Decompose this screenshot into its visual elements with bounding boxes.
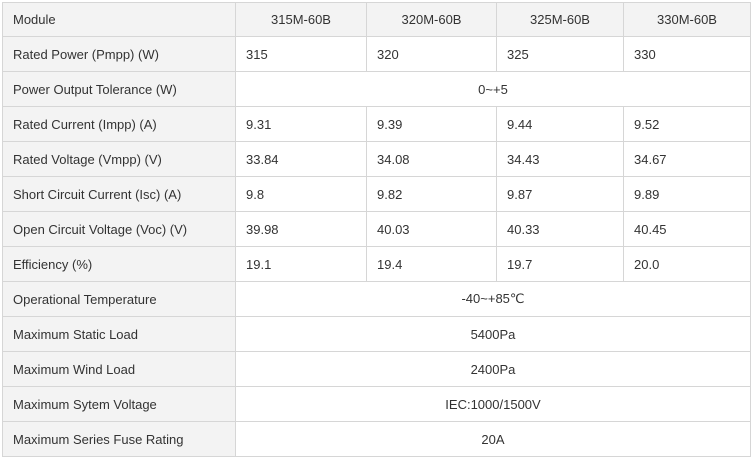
cell-value-span: 5400Pa [235, 316, 751, 352]
cell-value: 40.45 [623, 211, 751, 247]
cell-value: 325 [496, 36, 624, 72]
header-model: 325M-60B [496, 2, 624, 37]
row-label: Rated Power (Pmpp) (W) [2, 36, 236, 72]
header-model: 320M-60B [366, 2, 497, 37]
table-row: Maximum Static Load 5400Pa [2, 316, 751, 352]
row-label: Maximum Static Load [2, 316, 236, 352]
cell-value: 40.03 [366, 211, 497, 247]
table-row: Maximum Series Fuse Rating 20A [2, 421, 751, 457]
cell-value-span: 2400Pa [235, 351, 751, 387]
table-row: Rated Current (Impp) (A) 9.31 9.39 9.44 … [2, 106, 751, 142]
cell-value: 34.43 [496, 141, 624, 177]
cell-value: 9.44 [496, 106, 624, 142]
table-row: Maximum Sytem Voltage IEC:1000/1500V [2, 386, 751, 422]
row-label: Maximum Sytem Voltage [2, 386, 236, 422]
header-model: 330M-60B [623, 2, 751, 37]
row-label: Rated Current (Impp) (A) [2, 106, 236, 142]
cell-value-span: 20A [235, 421, 751, 457]
cell-value: 9.31 [235, 106, 367, 142]
cell-value: 315 [235, 36, 367, 72]
cell-value: 9.39 [366, 106, 497, 142]
table-row: Operational Temperature -40~+85℃ [2, 281, 751, 317]
table-row: Open Circuit Voltage (Voc) (V) 39.98 40.… [2, 211, 751, 247]
cell-value-span: IEC:1000/1500V [235, 386, 751, 422]
cell-value: 9.52 [623, 106, 751, 142]
cell-value: 9.8 [235, 176, 367, 212]
cell-value: 9.89 [623, 176, 751, 212]
row-label: Operational Temperature [2, 281, 236, 317]
cell-value: 19.1 [235, 246, 367, 282]
cell-value: 19.4 [366, 246, 497, 282]
cell-value: 40.33 [496, 211, 624, 247]
row-label: Maximum Series Fuse Rating [2, 421, 236, 457]
cell-value: 20.0 [623, 246, 751, 282]
table-row: Rated Voltage (Vmpp) (V) 33.84 34.08 34.… [2, 141, 751, 177]
cell-value-span: -40~+85℃ [235, 281, 751, 317]
cell-value: 34.67 [623, 141, 751, 177]
table-row: Efficiency (%) 19.1 19.4 19.7 20.0 [2, 246, 751, 282]
table-header-row: Module 315M-60B 320M-60B 325M-60B 330M-6… [2, 2, 751, 37]
table-row: Short Circuit Current (Isc) (A) 9.8 9.82… [2, 176, 751, 212]
row-label: Efficiency (%) [2, 246, 236, 282]
cell-value: 33.84 [235, 141, 367, 177]
cell-value: 39.98 [235, 211, 367, 247]
row-label: Power Output Tolerance (W) [2, 71, 236, 107]
header-model: 315M-60B [235, 2, 367, 37]
row-label: Short Circuit Current (Isc) (A) [2, 176, 236, 212]
table-row: Power Output Tolerance (W) 0~+5 [2, 71, 751, 107]
cell-value: 19.7 [496, 246, 624, 282]
cell-value-span: 0~+5 [235, 71, 751, 107]
header-module: Module [2, 2, 236, 37]
row-label: Maximum Wind Load [2, 351, 236, 387]
row-label: Open Circuit Voltage (Voc) (V) [2, 211, 236, 247]
cell-value: 330 [623, 36, 751, 72]
cell-value: 9.87 [496, 176, 624, 212]
row-label: Rated Voltage (Vmpp) (V) [2, 141, 236, 177]
cell-value: 34.08 [366, 141, 497, 177]
cell-value: 320 [366, 36, 497, 72]
cell-value: 9.82 [366, 176, 497, 212]
table-row: Maximum Wind Load 2400Pa [2, 351, 751, 387]
table-row: Rated Power (Pmpp) (W) 315 320 325 330 [2, 36, 751, 72]
